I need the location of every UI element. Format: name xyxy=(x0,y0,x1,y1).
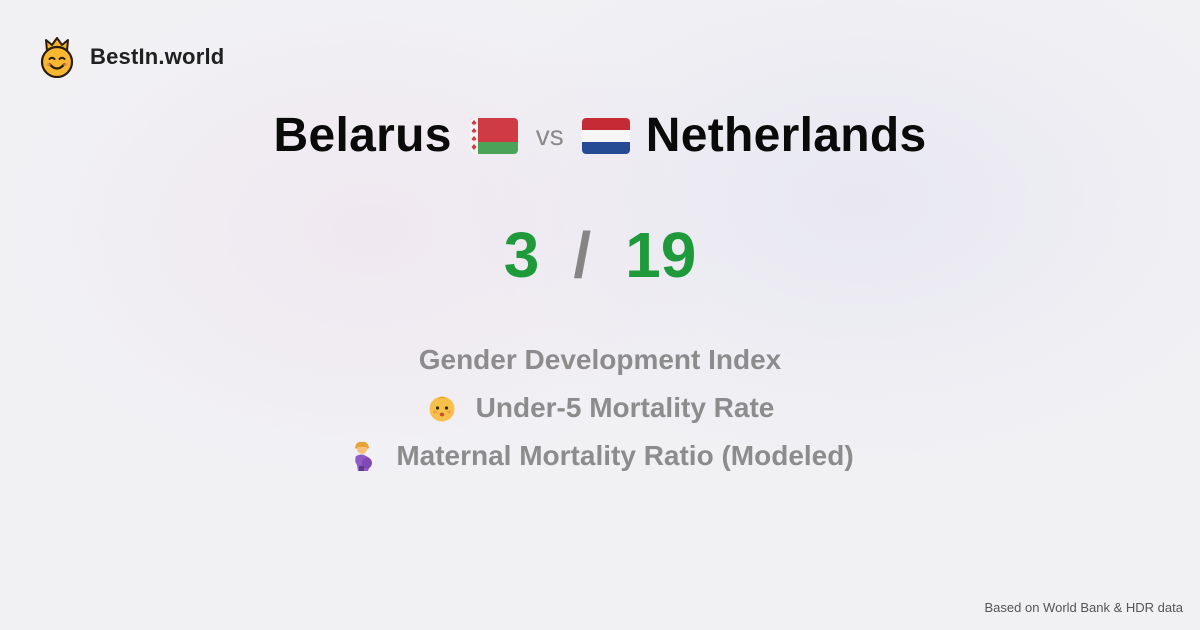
metrics-list: Gender Development Index Under-5 Mortali… xyxy=(0,336,1200,480)
belarus-flag-icon xyxy=(469,117,518,154)
data-source-note: Based on World Bank & HDR data xyxy=(984,600,1183,615)
metric-label: Maternal Mortality Ratio (Modeled) xyxy=(396,440,854,471)
right-country-name: Netherlands xyxy=(645,109,927,162)
right-score: 19 xyxy=(625,219,697,291)
comparison-title: Belarus vs Netherlands xyxy=(0,108,1200,163)
baby-face-icon xyxy=(429,396,455,422)
metric-label: Under-5 Mortality Rate xyxy=(475,392,775,423)
vs-label: vs xyxy=(535,119,564,151)
left-country-name: Belarus xyxy=(273,109,452,162)
netherlands-flag-icon xyxy=(581,117,630,154)
metric-item: Maternal Mortality Ratio (Modeled) xyxy=(0,432,1200,480)
score-separator: / xyxy=(573,219,592,291)
left-score: 3 xyxy=(503,219,540,291)
pregnant-woman-icon xyxy=(355,441,373,471)
crown-smiley-icon xyxy=(40,37,74,78)
metric-item: Under-5 Mortality Rate xyxy=(0,384,1200,432)
score-row: 3 / 19 xyxy=(0,218,1200,292)
metric-label: Gender Development Index xyxy=(418,344,782,375)
metric-item: Gender Development Index xyxy=(0,336,1200,384)
brand-link[interactable]: BestIn.world xyxy=(38,36,224,78)
brand-name: BestIn.world xyxy=(90,44,225,69)
